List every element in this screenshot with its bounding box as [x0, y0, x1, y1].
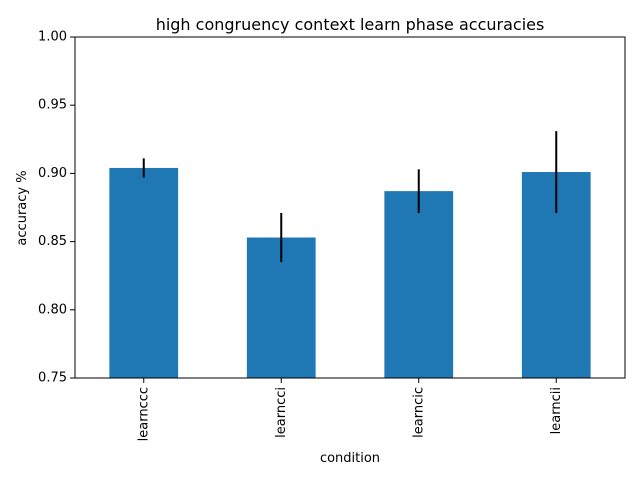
bar-learnccc: [109, 167, 179, 378]
bars-group: [109, 167, 591, 378]
y-tick-label: 0.95: [38, 98, 67, 113]
x-tick-label: learnccc: [136, 387, 151, 441]
chart-title: high congruency context learn phase accu…: [156, 15, 545, 34]
bar-learncic: [384, 191, 454, 378]
y-axis: 0.75 0.80 0.85 0.90 0.95 1.00: [38, 30, 75, 386]
y-tick-label: 0.75: [38, 371, 67, 386]
y-tick-label: 0.90: [38, 166, 67, 181]
y-axis-label: accuracy %: [15, 170, 30, 245]
x-axis-label: condition: [320, 451, 380, 466]
y-tick-label: 0.80: [38, 302, 67, 317]
y-tick-label: 1.00: [38, 30, 67, 45]
x-axis: learnccc learncci learncic learncii: [136, 378, 564, 441]
error-bars-group: [142, 131, 558, 263]
x-tick-label: learncci: [274, 387, 289, 438]
y-tick-label: 0.85: [38, 234, 67, 249]
plot-frame: [74, 36, 626, 379]
x-tick-label: learncii: [549, 387, 564, 434]
x-tick-label: learncic: [411, 387, 426, 438]
